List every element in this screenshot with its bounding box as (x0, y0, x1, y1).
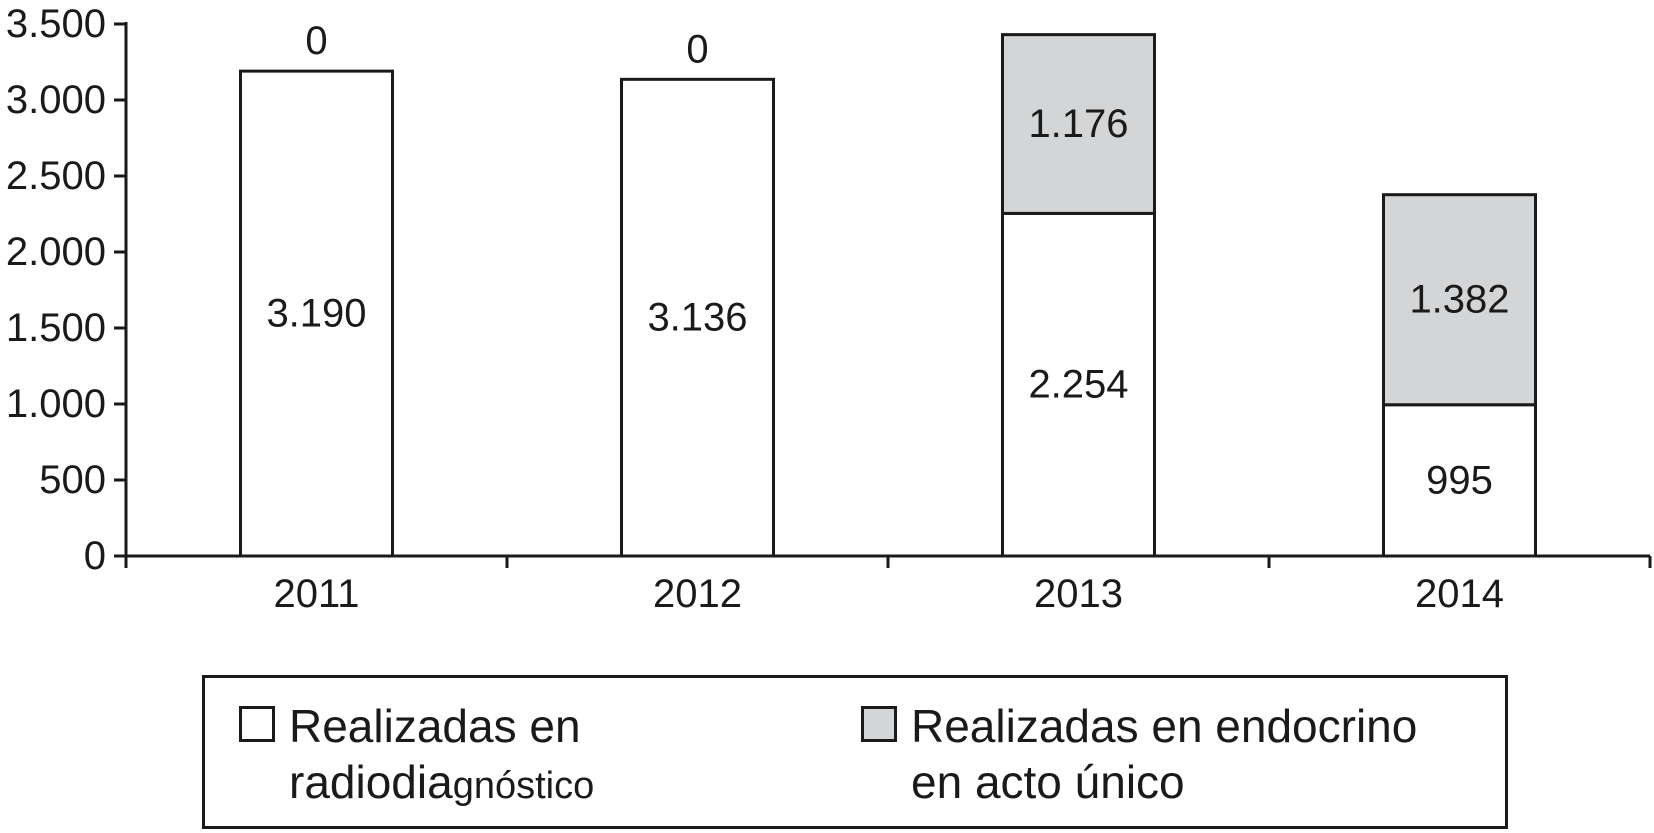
legend-item-endocrino: Realizadas en endocrino en acto único (861, 698, 1417, 810)
data-label: 995 (1426, 458, 1493, 502)
legend-label-endocrino: Realizadas en endocrino en acto único (911, 700, 1418, 808)
data-label: 3.190 (266, 292, 366, 336)
y-tick-label: 2.500 (6, 154, 106, 198)
y-tick-label: 1.000 (6, 382, 106, 426)
y-tick-label: 2.000 (6, 230, 106, 274)
bar-segment (239, 69, 394, 558)
x-tick-label: 2014 (1415, 572, 1504, 616)
data-label: 3.136 (647, 296, 747, 340)
legend-swatch-white (239, 706, 275, 742)
legend: Realizadas en radiodiagnóstico Realizada… (202, 675, 1508, 829)
bar-segment (1001, 211, 1156, 558)
y-tick-label: 0 (84, 534, 106, 578)
x-tick-label: 2012 (653, 572, 742, 616)
bar-segment (1382, 193, 1537, 407)
y-tick-label: 500 (39, 458, 106, 502)
legend-swatch-gray (861, 706, 897, 742)
bar-segment (1382, 403, 1537, 558)
data-label: 1.382 (1409, 278, 1509, 322)
data-label: 1.176 (1028, 102, 1128, 146)
bar-chart: 0 500 1.000 1.500 2.000 2.500 3.000 3.500 3.190 0… (6, 2, 1652, 616)
y-tick-label: 1.500 (6, 306, 106, 350)
legend-label-radiodiagnostico: Realizadas en radiodiagnóstico (289, 700, 595, 808)
y-tick-label: 3.500 (6, 2, 106, 46)
data-label: 0 (686, 27, 708, 71)
bar-segment (620, 77, 775, 558)
data-label: 2.254 (1028, 363, 1128, 407)
x-tick-label: 2013 (1034, 572, 1123, 616)
y-tick-label: 3.000 (6, 78, 106, 122)
data-label: 0 (305, 19, 327, 63)
legend-item-radiodiagnostico: Realizadas en radiodiagnóstico (239, 698, 594, 814)
bar-segment (1001, 33, 1156, 215)
x-tick-label: 2011 (273, 572, 359, 616)
